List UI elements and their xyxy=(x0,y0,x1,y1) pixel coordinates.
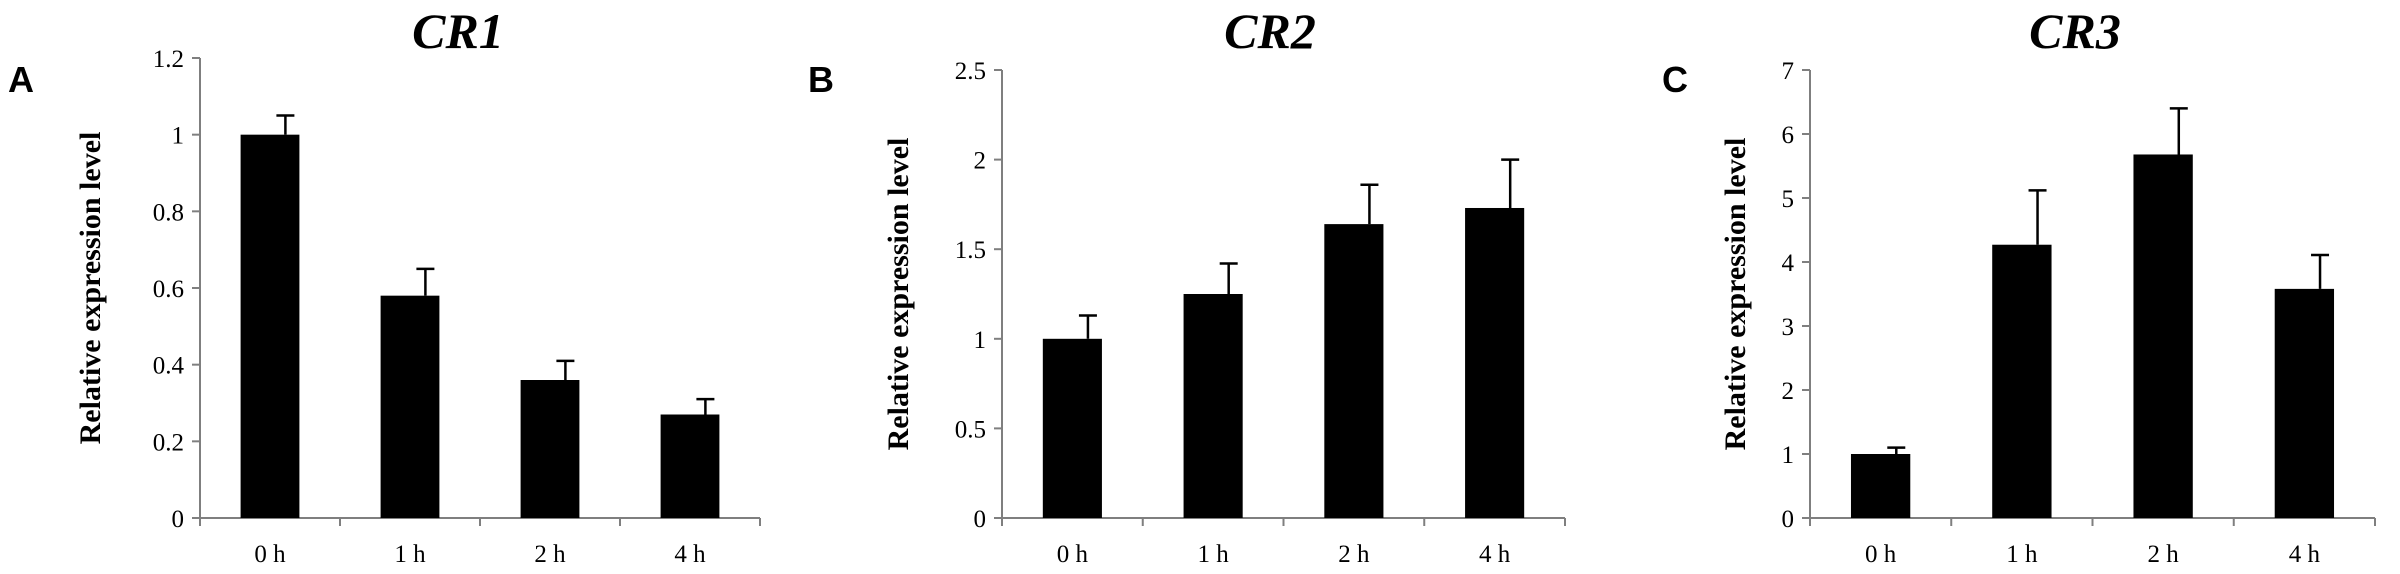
bar-0h xyxy=(240,134,300,518)
x-tick-label: 4 h xyxy=(674,541,706,568)
y-axis-label: Relative expression level xyxy=(1719,138,1752,451)
y-tick-label: 0 xyxy=(1782,506,1795,533)
x-tick-label: 1 h xyxy=(394,541,426,568)
y-tick-label: 3 xyxy=(1782,314,1795,341)
y-tick-label: 1 xyxy=(172,123,185,150)
bar-1h xyxy=(1992,244,2052,518)
chart-title: CR1 xyxy=(412,3,504,59)
x-tick-label: 1 h xyxy=(2006,541,2038,568)
y-tick-label: 0.4 xyxy=(153,353,185,380)
y-tick-label: 7 xyxy=(1782,58,1795,85)
error-bar xyxy=(1887,446,1906,454)
y-tick-label: 0.6 xyxy=(153,276,184,303)
y-axis-label: Relative expression level xyxy=(882,138,915,451)
y-axis-label: Relative expression level xyxy=(74,132,107,445)
chart-panel-b: B CR2 Relative expression level 0 0.5 1 1.5 2 2.… xyxy=(808,3,1566,568)
x-tick-label: 0 h xyxy=(1057,541,1089,568)
y-tick-label: 2 xyxy=(1782,378,1795,405)
error-bar xyxy=(1219,262,1238,294)
error-bar xyxy=(2311,253,2330,289)
y-tick-label: 5 xyxy=(1782,186,1795,213)
y-tick-label: 6 xyxy=(1782,122,1795,149)
x-tick-label: 0 h xyxy=(1865,541,1897,568)
x-tick-label: 4 h xyxy=(2289,541,2321,568)
x-tick-label: 4 h xyxy=(1479,541,1511,568)
bar-1h xyxy=(380,295,440,518)
error-bar xyxy=(416,267,435,296)
x-tick-label: 0 h xyxy=(254,541,286,568)
panel-letter: C xyxy=(1662,59,1688,100)
error-bar xyxy=(2028,189,2047,245)
bar-2h xyxy=(2133,154,2193,519)
x-tick-label: 2 h xyxy=(534,541,566,568)
error-bar xyxy=(2169,107,2188,155)
y-tick-label: 0.2 xyxy=(153,429,184,456)
bar-0h xyxy=(1042,338,1102,518)
error-bar xyxy=(1078,314,1097,339)
error-bar xyxy=(1360,183,1379,225)
bar-0h xyxy=(1850,454,1911,518)
error-bar xyxy=(1501,158,1520,208)
y-tick-label: 0.5 xyxy=(955,416,986,443)
panel-letter: B xyxy=(808,59,834,100)
bar-2h xyxy=(520,380,580,518)
bar-4h xyxy=(1465,207,1525,518)
y-tick-label: 2.5 xyxy=(955,58,986,85)
bar-1h xyxy=(1183,294,1243,518)
y-tick-label: 4 xyxy=(1782,250,1795,277)
error-bar xyxy=(556,359,575,380)
chart-panel-c: C CR3 Relative expression level 0 1 2 3 4 5 6 7 0 h… xyxy=(1662,3,2376,568)
chart-title: CR2 xyxy=(1224,3,1316,59)
y-tick-label: 1.5 xyxy=(955,237,986,264)
y-tick-label: 1 xyxy=(974,327,987,354)
y-tick-label: 1.2 xyxy=(153,46,184,73)
y-tick-label: 1 xyxy=(1782,442,1795,469)
x-tick-label: 2 h xyxy=(1338,541,1370,568)
bar-4h xyxy=(660,414,720,518)
error-bar xyxy=(276,114,295,135)
y-tick-label: 0 xyxy=(974,506,987,533)
bar-4h xyxy=(2274,288,2335,518)
panel-letter: A xyxy=(8,59,34,100)
y-tick-label: 2 xyxy=(974,148,987,175)
chart-panel-a: A CR1 Relative expression level 0 0.2 0.4 0.6 0… xyxy=(8,3,761,568)
x-tick-label: 1 h xyxy=(1198,541,1230,568)
x-tick-label: 2 h xyxy=(2148,541,2180,568)
error-bar xyxy=(696,397,715,415)
y-tick-label: 0 xyxy=(172,506,185,533)
y-tick-label: 0.8 xyxy=(153,199,184,226)
chart-title: CR3 xyxy=(2029,3,2121,59)
bar-2h xyxy=(1324,224,1384,518)
